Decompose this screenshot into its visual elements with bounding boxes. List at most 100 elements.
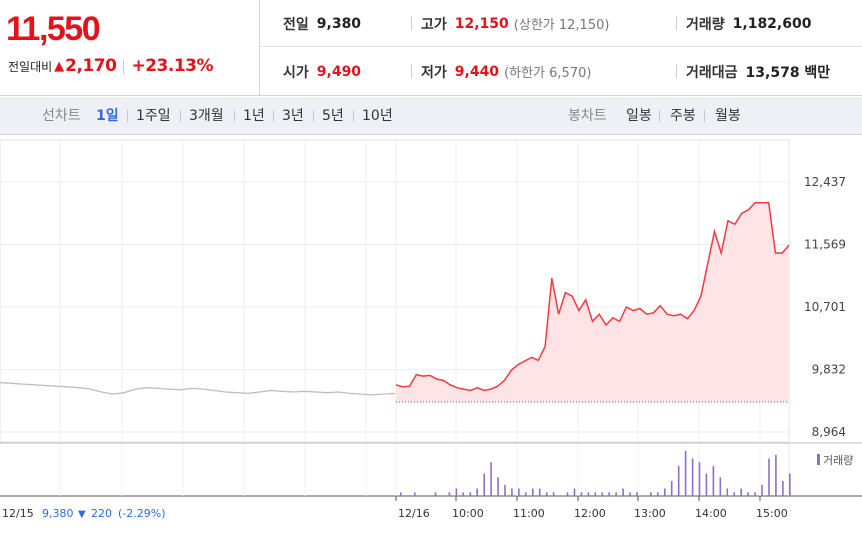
trade-value-cell: 거래대금 13,578 백만 (686, 48, 830, 95)
prev-day-close: 9,380 (42, 507, 74, 520)
prev-day-percent: (-2.29%) (118, 507, 166, 520)
volume-bar (594, 492, 597, 497)
divider (353, 110, 354, 122)
stats-row: 시가 9,490 저가 9,440 (하한가 6,570) 거래대금 13,57… (261, 48, 862, 95)
lower-limit: (하한가 6,570) (504, 66, 592, 81)
tab-1-day[interactable]: 1일 (96, 108, 119, 124)
volume-value: 1,182,600 (732, 15, 812, 32)
stats-table: 전일 9,380 고가 12,150 (상한가 12,150) 거래량 1,18… (261, 0, 862, 96)
volume-bar (455, 488, 458, 496)
high-label: 고가 (421, 16, 447, 33)
high-cell: 고가 12,150 (상한가 12,150) (421, 0, 609, 47)
volume-bar (552, 492, 555, 497)
prev-day-change: 220 (91, 507, 112, 520)
change-percent: +23.13% (131, 56, 214, 76)
volume-bar (698, 462, 701, 497)
volume-bar (747, 492, 749, 497)
volume-bar (400, 492, 402, 497)
volume-bar (615, 492, 617, 497)
stats-row: 전일 9,380 고가 12,150 (상한가 12,150) 거래량 1,18… (261, 0, 862, 47)
change-value: 2,170 (65, 56, 117, 76)
tab-1-week[interactable]: 1주일 (136, 108, 171, 124)
volume-bars (400, 451, 791, 497)
volume-bar (518, 488, 520, 496)
volume-bar (497, 477, 499, 497)
volume-bar (691, 458, 694, 496)
low-cell: 저가 9,440 (하한가 6,570) (421, 48, 591, 95)
volume-bar (677, 466, 680, 496)
volume-legend: 거래량 (823, 454, 853, 467)
divider (180, 110, 181, 122)
tab-5-year[interactable]: 5년 (322, 108, 344, 124)
x-tick-label: 14:00 (695, 507, 727, 520)
volume-bar (566, 492, 569, 497)
divider (234, 110, 235, 122)
prev-close-cell: 전일 9,380 (283, 0, 361, 47)
low-value: 9,440 (454, 63, 500, 80)
volume-bar (664, 488, 666, 496)
volume-bar (622, 488, 624, 496)
volume-bar (525, 492, 527, 497)
volume-bar (712, 466, 715, 496)
volume-cell: 거래량 1,182,600 (686, 0, 811, 47)
volume-bar (775, 454, 777, 497)
tab-3-month[interactable]: 3개월 (189, 108, 224, 124)
divider (411, 16, 412, 30)
divider (313, 110, 314, 122)
tab-10-year[interactable]: 10년 (362, 108, 393, 124)
divider (123, 58, 125, 74)
volume-bar (789, 473, 791, 496)
divider (659, 110, 660, 122)
volume-bar (782, 481, 784, 496)
prev-day-price-line (0, 381, 396, 396)
x-axis: 12/16 10:00 11:00 12:00 13:00 14:00 15:00 (395, 496, 788, 520)
trade-value-value: 13,578 백만 (745, 64, 831, 81)
prev-close-value: 9,380 (316, 15, 362, 32)
change-label: 전일대비 (8, 59, 53, 74)
prev-day-date: 12/15 (2, 507, 34, 520)
volume-bar (538, 488, 541, 496)
volume-bar (511, 488, 513, 496)
open-cell: 시가 9,490 (283, 48, 361, 95)
today-price-line (395, 201, 790, 392)
x-tick-label: 12/16 (398, 507, 430, 520)
divider (411, 64, 412, 78)
volume-bar (580, 492, 583, 497)
today-price-area (396, 202, 789, 403)
current-price: 11,550 (6, 10, 101, 48)
volume-bar (754, 492, 756, 497)
x-tick-label: 11:00 (513, 507, 545, 520)
volume-bar (629, 492, 631, 497)
x-tick-label: 15:00 (756, 507, 788, 520)
volume-bar (768, 458, 770, 496)
volume-bar (462, 492, 465, 497)
trade-value-label: 거래대금 (686, 64, 738, 81)
volume-bar (476, 488, 478, 496)
down-triangle-icon: ▼ (78, 509, 86, 520)
volume-bar (650, 492, 652, 497)
volume-bar (705, 473, 708, 496)
volume-bar (684, 451, 687, 496)
y-tick-label: 10,701 (804, 300, 846, 314)
low-label: 저가 (421, 64, 447, 81)
volume-legend-swatch (817, 454, 820, 465)
volume-bar (504, 484, 506, 497)
x-tick-label: 13:00 (634, 507, 666, 520)
y-tick-label: 11,569 (804, 238, 846, 252)
volume-bar (587, 492, 590, 497)
divider (127, 110, 128, 122)
tab-1-year[interactable]: 1년 (243, 108, 265, 124)
x-tick-label: 10:00 (452, 507, 484, 520)
volume-bar (719, 477, 722, 497)
tab-weekly-candle[interactable]: 주봉 (670, 108, 696, 124)
up-triangle-icon: ▲ (54, 58, 65, 74)
tab-monthly-candle[interactable]: 월봉 (715, 108, 741, 124)
divider (273, 110, 274, 122)
tab-3-year[interactable]: 3년 (282, 108, 304, 124)
tab-daily-candle[interactable]: 일봉 (626, 108, 652, 124)
y-tick-label: 8,964 (812, 425, 846, 439)
candle-chart-label: 봉차트 (568, 108, 607, 124)
volume-bar (726, 488, 729, 496)
volume-bar (469, 492, 472, 497)
